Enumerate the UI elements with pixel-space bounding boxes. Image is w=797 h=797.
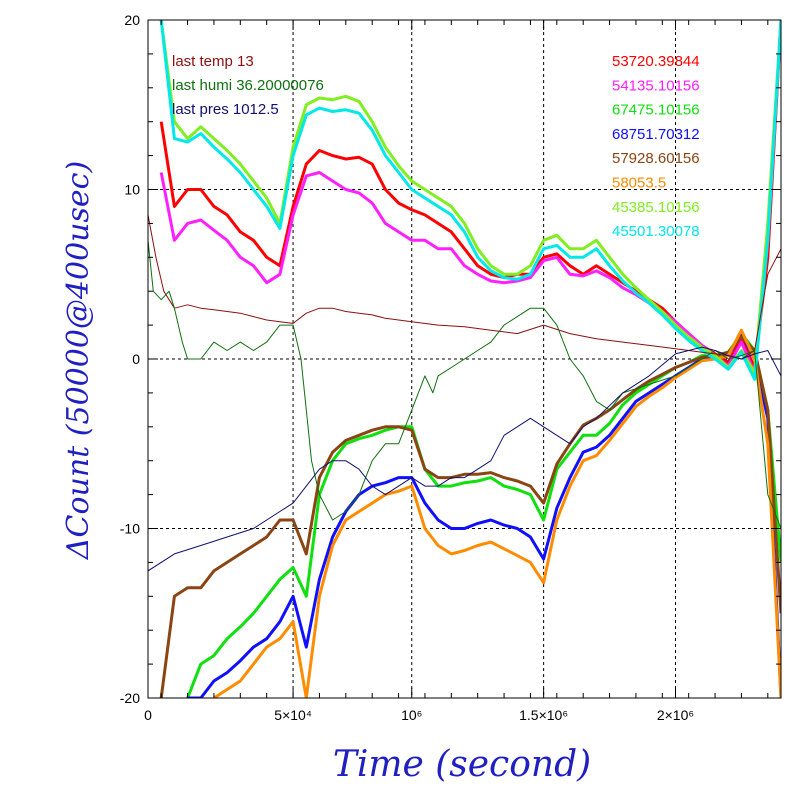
- legend-entry: 57928.60156: [612, 150, 700, 167]
- x-tick-label: 5×10⁴: [274, 707, 312, 723]
- y-tick-label: -20: [120, 690, 140, 706]
- y-tick-labels: 20 10 0 -10 -20: [120, 12, 140, 706]
- y-tick-label: -10: [120, 521, 140, 537]
- x-tick-label: 2×10⁶: [657, 707, 694, 723]
- annotation-text: last humi 36.20000076: [172, 77, 324, 94]
- series-line-54135.10156: [159, 20, 781, 375]
- axis-ticks: [147, 19, 781, 699]
- legend-entry: 45501.30078: [612, 223, 700, 240]
- annotation-text: last temp 13: [172, 53, 254, 70]
- series-line-45385.10156: [159, 20, 781, 375]
- series-lines: [148, 20, 781, 698]
- legend: 53720.39844 54135.10156 67475.10156 68751.7…: [612, 53, 700, 240]
- legend-entry: 53720.39844: [612, 53, 700, 70]
- series-line-57928.60156: [159, 335, 781, 698]
- series-line-58053.5: [213, 328, 781, 698]
- y-tick-label: 10: [124, 182, 140, 198]
- legend-entry: 68751.70312: [612, 126, 700, 143]
- x-tick-labels: 0 5×10⁴ 10⁶ 1.5×10⁶ 2×10⁶: [144, 707, 694, 723]
- series-line-temp: [148, 214, 781, 360]
- series-line-45501.30078: [159, 20, 781, 381]
- series-line-53720.39844: [159, 20, 781, 369]
- x-tick-label: 10⁶: [401, 707, 422, 723]
- series-line-67475.10156: [186, 332, 781, 698]
- x-tick-label: 1.5×10⁶: [519, 707, 568, 723]
- legend-entry: 45385.10156: [612, 199, 700, 216]
- legend-entry: 67475.10156: [612, 102, 700, 119]
- annotations: last temp 13 last humi 36.20000076 last pr…: [172, 53, 324, 118]
- series-line-pres: [148, 346, 781, 572]
- y-tick-label: 20: [124, 12, 140, 28]
- annotation-text: last pres 1012.5: [172, 101, 279, 118]
- legend-entry: 58053.5: [612, 175, 666, 192]
- x-axis-title: Time (second): [333, 744, 591, 785]
- y-axis-title: ΔCount (50000@400usec): [61, 161, 96, 560]
- legend-entry: 54135.10156: [612, 77, 700, 94]
- series-line-68751.70312: [187, 332, 781, 698]
- series-line-humi: [148, 240, 781, 529]
- y-tick-label: 0: [132, 351, 140, 367]
- x-tick-label: 0: [144, 707, 152, 723]
- grid-lines: [148, 20, 781, 698]
